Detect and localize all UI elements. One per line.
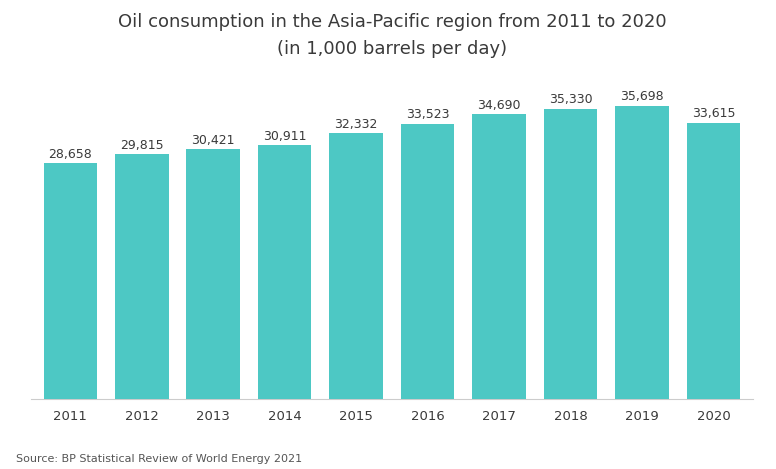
Text: 35,698: 35,698 xyxy=(620,91,663,103)
Text: 33,615: 33,615 xyxy=(691,107,735,121)
Text: 33,523: 33,523 xyxy=(406,108,449,121)
Text: 30,421: 30,421 xyxy=(192,134,235,147)
Text: Source: BP Statistical Review of World Energy 2021: Source: BP Statistical Review of World E… xyxy=(16,454,302,464)
Text: 34,690: 34,690 xyxy=(477,98,521,112)
Bar xyxy=(401,123,455,399)
Text: 35,330: 35,330 xyxy=(549,93,592,106)
Title: Oil consumption in the Asia-Pacific region from 2011 to 2020
(in 1,000 barrels p: Oil consumption in the Asia-Pacific regi… xyxy=(118,13,666,58)
Bar xyxy=(544,109,598,399)
Bar xyxy=(258,145,311,399)
Text: 28,658: 28,658 xyxy=(48,148,92,161)
Bar xyxy=(473,114,526,399)
Bar xyxy=(615,106,669,399)
Text: 32,332: 32,332 xyxy=(334,118,378,131)
Bar xyxy=(43,163,97,399)
Text: 29,815: 29,815 xyxy=(120,139,164,151)
Bar xyxy=(687,123,740,399)
Text: 30,911: 30,911 xyxy=(263,129,307,143)
Bar xyxy=(329,133,383,399)
Bar xyxy=(186,149,240,399)
Bar xyxy=(115,154,168,399)
